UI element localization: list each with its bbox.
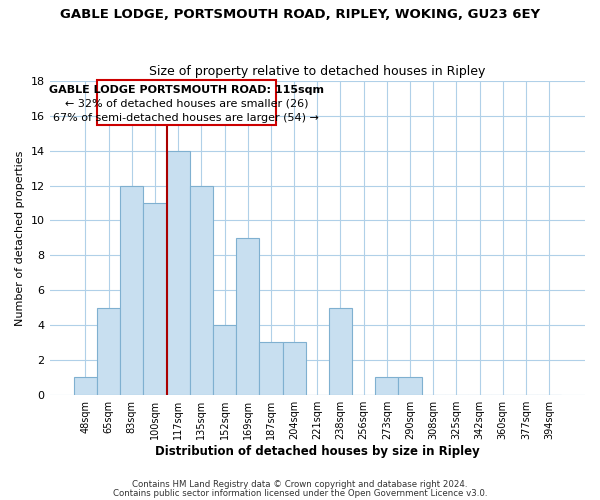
Bar [97, 308, 120, 394]
Bar [398, 378, 422, 394]
Text: GABLE LODGE, PORTSMOUTH ROAD, RIPLEY, WOKING, GU23 6EY: GABLE LODGE, PORTSMOUTH ROAD, RIPLEY, WO… [60, 8, 540, 20]
Bar [190, 186, 213, 394]
Bar [213, 325, 236, 394]
Bar [120, 186, 143, 394]
Bar [259, 342, 283, 394]
Text: GABLE LODGE PORTSMOUTH ROAD: 115sqm: GABLE LODGE PORTSMOUTH ROAD: 115sqm [49, 84, 324, 94]
Text: ← 32% of detached houses are smaller (26): ← 32% of detached houses are smaller (26… [65, 99, 308, 109]
Bar [329, 308, 352, 394]
Bar [143, 203, 167, 394]
Text: 67% of semi-detached houses are larger (54) →: 67% of semi-detached houses are larger (… [53, 113, 319, 123]
Bar [236, 238, 259, 394]
Text: Contains public sector information licensed under the Open Government Licence v3: Contains public sector information licen… [113, 488, 487, 498]
Bar [74, 378, 97, 394]
Bar [375, 378, 398, 394]
FancyBboxPatch shape [97, 80, 275, 126]
Bar [283, 342, 305, 394]
Title: Size of property relative to detached houses in Ripley: Size of property relative to detached ho… [149, 66, 485, 78]
X-axis label: Distribution of detached houses by size in Ripley: Distribution of detached houses by size … [155, 444, 479, 458]
Text: Contains HM Land Registry data © Crown copyright and database right 2024.: Contains HM Land Registry data © Crown c… [132, 480, 468, 489]
Y-axis label: Number of detached properties: Number of detached properties [15, 150, 25, 326]
Bar [167, 151, 190, 394]
